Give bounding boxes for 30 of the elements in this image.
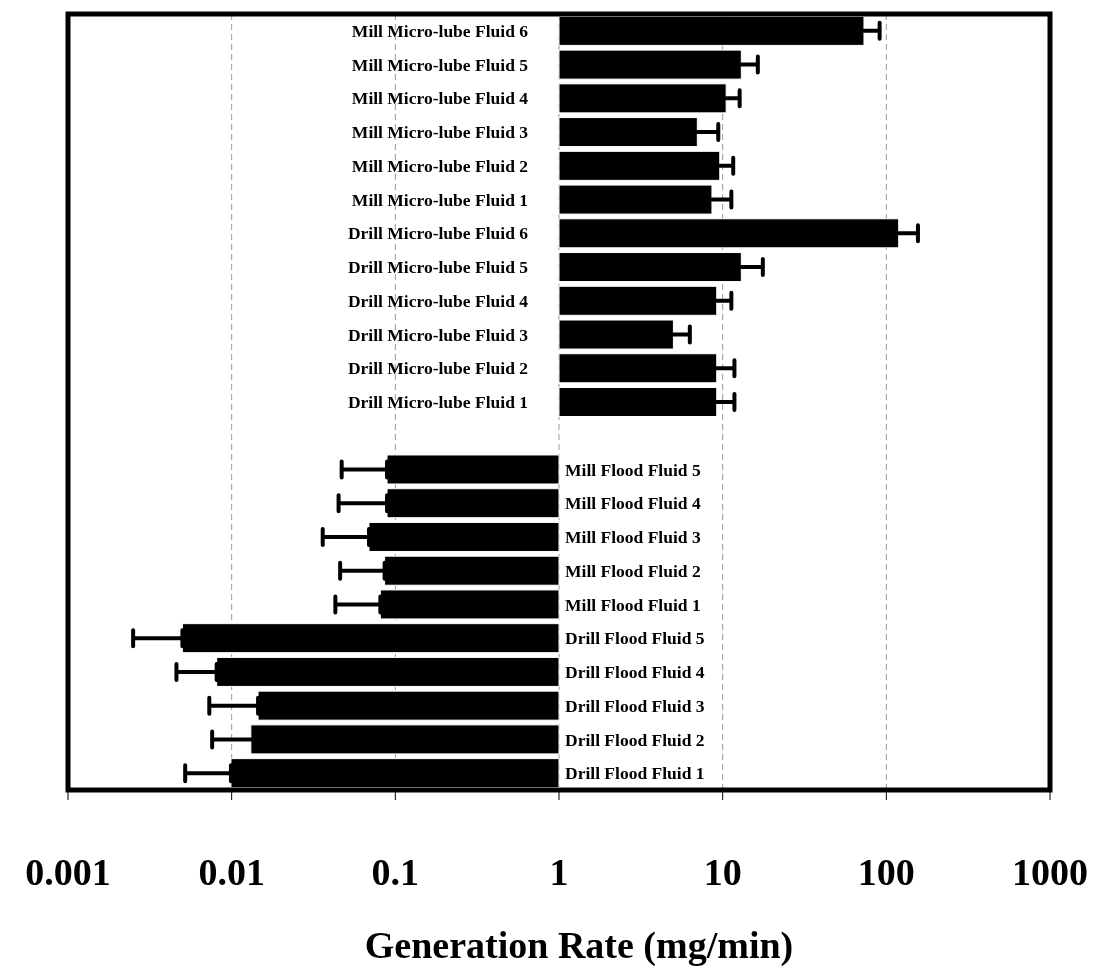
y-tick-label: Mill Micro-lube Fluid 2 <box>351 155 528 176</box>
y-tick-label: Drill Flood Fluid 1 <box>565 763 705 784</box>
y-tick-label: Mill Micro-lube Fluid 1 <box>351 189 528 210</box>
y-tick-label: Drill Micro-lube Fluid 6 <box>347 223 529 244</box>
y-tick-label: Drill Flood Fluid 3 <box>565 695 705 716</box>
y-tick-label: Mill Micro-lube Fluid 6 <box>351 20 529 41</box>
y-tick-label: Drill Micro-lube Fluid 2 <box>347 358 528 379</box>
y-tick-label: Drill Flood Fluid 2 <box>565 729 705 750</box>
y-tick-label: Drill Flood Fluid 4 <box>565 662 705 683</box>
y-tick-label: Mill Flood Fluid 4 <box>565 493 701 514</box>
y-tick-label: Drill Micro-lube Fluid 1 <box>347 392 528 413</box>
y-tick-label: Mill Micro-lube Fluid 3 <box>351 122 529 143</box>
y-tick-label: Drill Micro-lube Fluid 4 <box>347 290 529 311</box>
x-tick-label: 10 <box>703 851 742 893</box>
x-tick-label: 0.1 <box>371 851 420 893</box>
y-tick-label: Mill Flood Fluid 1 <box>565 594 701 615</box>
x-tick-label: 0.001 <box>25 851 111 893</box>
x-tick-label: 1 <box>549 851 569 893</box>
y-tick-label: Mill Flood Fluid 3 <box>565 527 701 548</box>
y-tick-label: Mill Flood Fluid 5 <box>565 459 701 480</box>
y-tick-label: Mill Flood Fluid 2 <box>565 560 701 581</box>
x-tick-label: 1000 <box>1012 851 1088 893</box>
x-tick-label: 100 <box>857 851 915 893</box>
x-axis-title: Generation Rate (mg/min) <box>364 924 794 967</box>
y-tick-label: Mill Micro-lube Fluid 4 <box>351 88 529 109</box>
y-tick-label: Drill Micro-lube Fluid 3 <box>347 324 529 345</box>
x-tick-label: 0.01 <box>198 851 265 893</box>
y-tick-label: Drill Flood Fluid 5 <box>565 628 705 649</box>
y-tick-label: Drill Micro-lube Fluid 5 <box>347 257 529 278</box>
y-tick-label: Mill Micro-lube Fluid 5 <box>351 54 529 75</box>
